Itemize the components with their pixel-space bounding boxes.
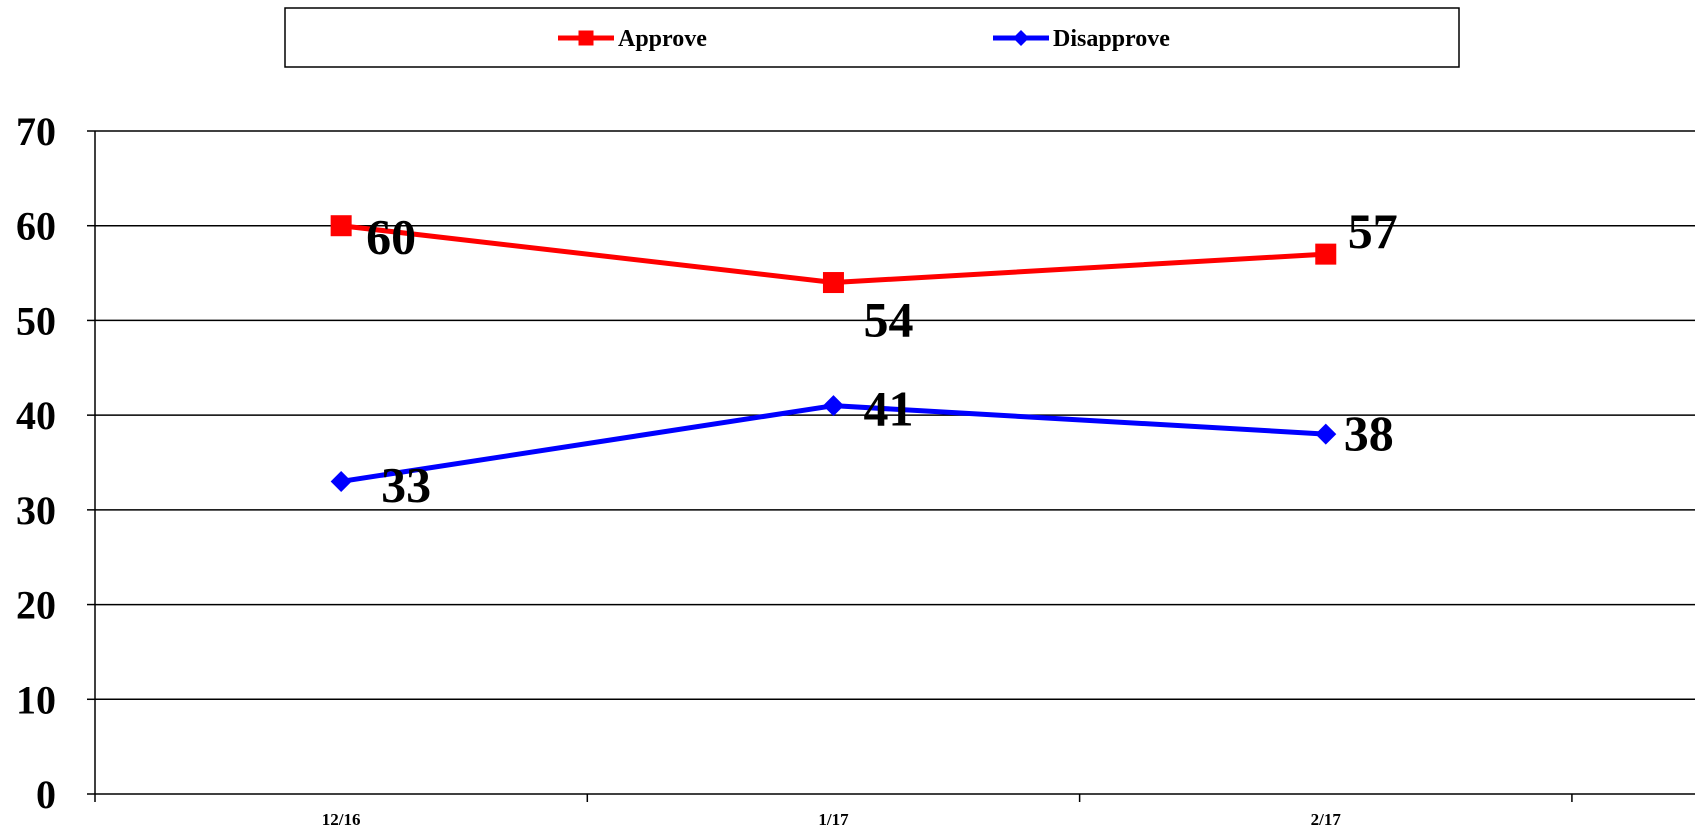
axes <box>94 131 1695 795</box>
point-approve-1/17 <box>822 272 844 294</box>
legend: Approve Disapprove <box>558 26 1170 52</box>
x-tick-label-1/17: 1/17 <box>818 810 849 829</box>
data-label-approve-12/16: 60 <box>366 209 416 265</box>
point-approve-2/17 <box>1315 243 1337 265</box>
legend-label-approve: Approve <box>618 26 707 52</box>
legend-box <box>284 7 1460 68</box>
data-label-approve-2/17: 57 <box>1348 203 1398 259</box>
y-tick-label-50: 50 <box>16 298 56 343</box>
point-disapprove-12/16 <box>330 470 352 492</box>
legend-marker-approve <box>578 30 594 46</box>
y-tick-label-70: 70 <box>16 109 56 154</box>
y-tick-label-20: 20 <box>16 583 56 628</box>
y-tick-label-40: 40 <box>16 393 56 438</box>
x-axis-ticks: 12/16 1/17 2/17 <box>94 794 1573 829</box>
series-line-disapprove <box>340 403 1326 484</box>
y-tick-label-0: 0 <box>36 772 56 817</box>
y-tick-label-60: 60 <box>16 204 56 249</box>
point-approve-12/16 <box>330 215 352 237</box>
data-label-disapprove-2/17: 38 <box>1344 405 1394 461</box>
y-tick-label-30: 30 <box>16 488 56 533</box>
x-tick-label-2/17: 2/17 <box>1311 810 1342 829</box>
data-label-disapprove-12/16: 33 <box>381 456 431 512</box>
series-layer <box>330 215 1337 492</box>
legend-label-disapprove: Disapprove <box>1053 26 1170 52</box>
x-tick-label-12/16: 12/16 <box>322 810 361 829</box>
data-label-approve-1/17: 54 <box>863 292 913 348</box>
y-tick-label-10: 10 <box>16 677 56 722</box>
point-disapprove-1/17 <box>822 395 844 417</box>
point-disapprove-2/17 <box>1315 423 1337 445</box>
data-label-disapprove-1/17: 41 <box>863 381 913 437</box>
legend-marker-disapprove <box>1013 30 1029 46</box>
data-labels: 60 54 57 33 41 38 <box>366 203 1398 512</box>
y-axis-ticks: 0 10 20 30 40 50 60 70 <box>16 109 95 817</box>
